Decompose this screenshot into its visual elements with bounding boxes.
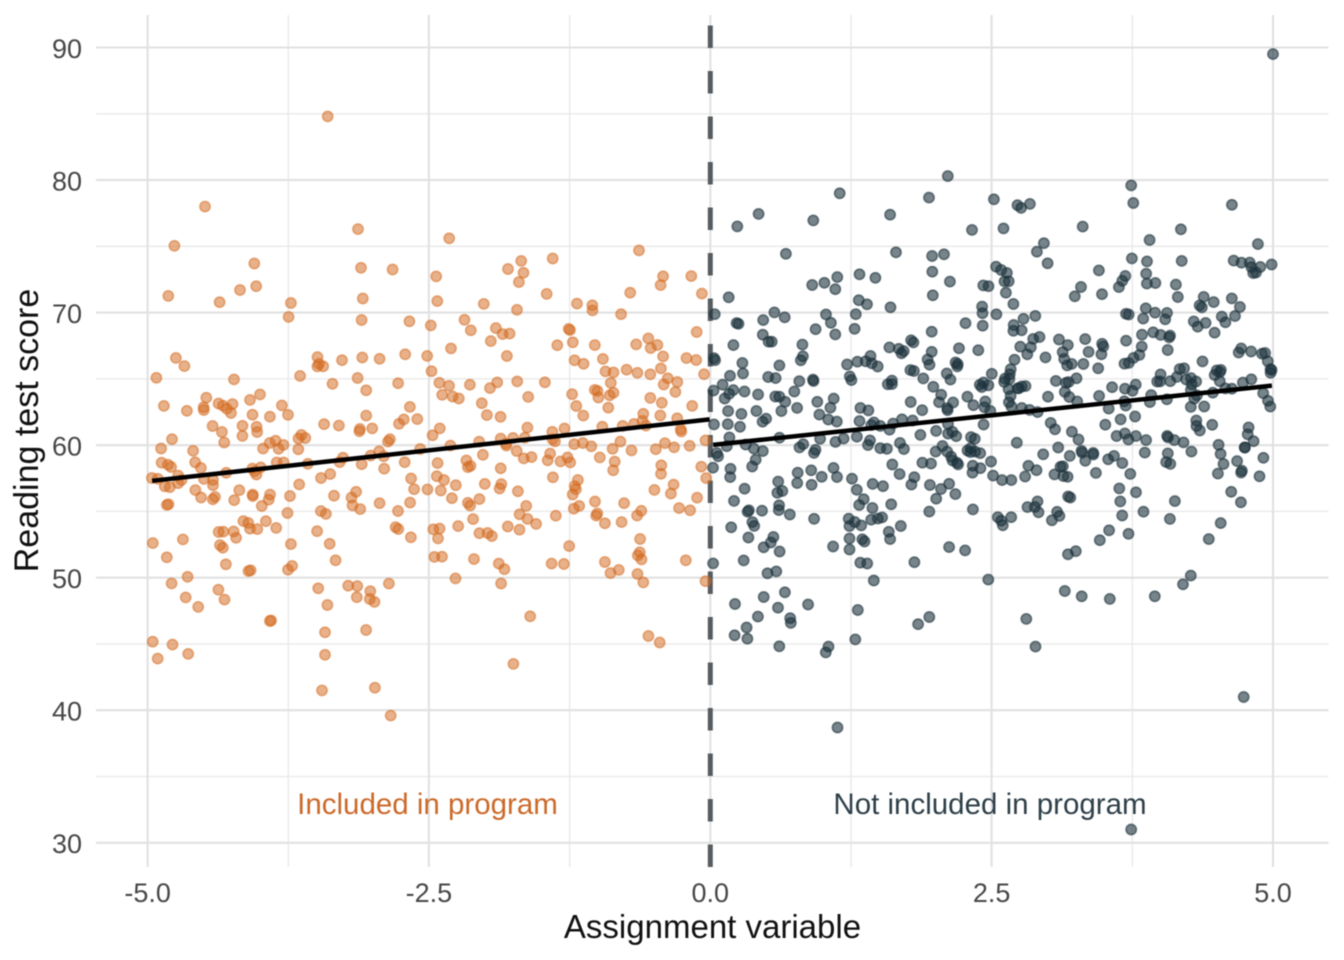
svg-text:2.5: 2.5 — [973, 878, 1011, 908]
svg-text:5.0: 5.0 — [1254, 878, 1292, 908]
svg-text:40: 40 — [52, 697, 82, 727]
svg-text:30: 30 — [52, 829, 82, 859]
svg-text:-2.5: -2.5 — [406, 878, 453, 908]
svg-text:60: 60 — [52, 432, 82, 462]
svg-text:0.0: 0.0 — [692, 878, 730, 908]
svg-text:Reading test score: Reading test score — [8, 289, 46, 573]
svg-text:70: 70 — [52, 299, 82, 329]
svg-text:80: 80 — [52, 167, 82, 197]
svg-text:-5.0: -5.0 — [124, 878, 171, 908]
svg-text:50: 50 — [52, 564, 82, 594]
svg-text:Included in program: Included in program — [297, 788, 558, 821]
svg-text:Assignment variable: Assignment variable — [564, 908, 861, 945]
svg-text:Not included in program: Not included in program — [833, 788, 1146, 821]
svg-text:90: 90 — [52, 34, 82, 64]
